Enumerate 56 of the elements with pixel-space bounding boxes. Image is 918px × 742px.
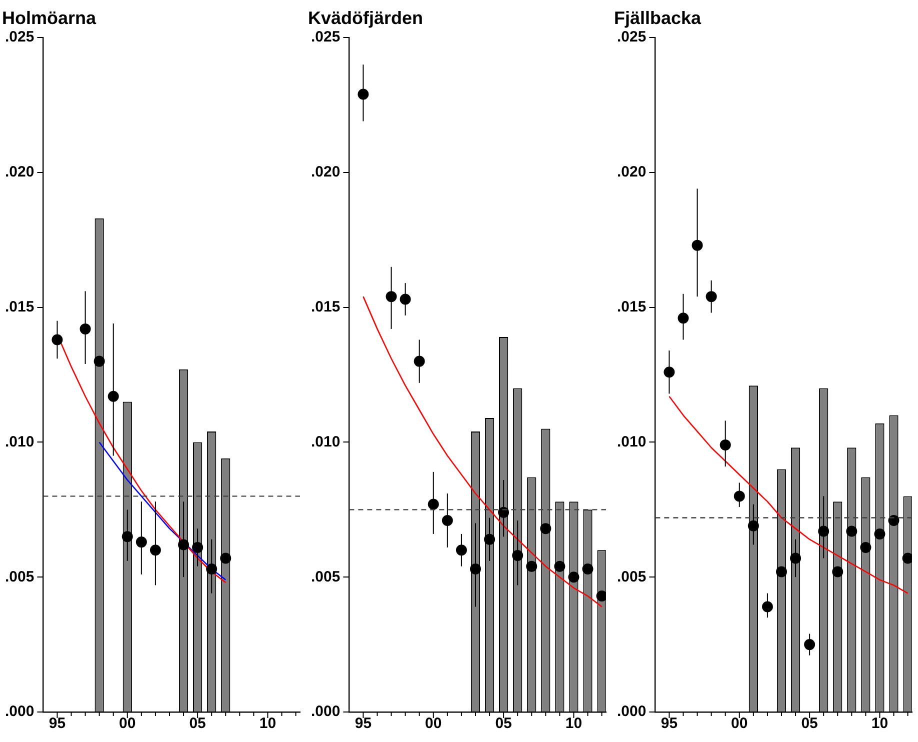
point bbox=[94, 356, 105, 367]
y-tick-label: .005 bbox=[310, 568, 340, 586]
point bbox=[568, 572, 580, 583]
point bbox=[526, 560, 538, 572]
y-tick-label: .020 bbox=[4, 164, 34, 181]
y-tick-label: .015 bbox=[616, 298, 646, 316]
chart-title: Holmöarna bbox=[2, 8, 98, 28]
point bbox=[874, 528, 886, 540]
y-tick-label: .000 bbox=[616, 703, 646, 720]
y-tick-label: .025 bbox=[616, 28, 646, 46]
x-tick-label: 00 bbox=[119, 715, 136, 732]
x-tick-label: 10 bbox=[565, 715, 582, 732]
point bbox=[846, 526, 858, 537]
point bbox=[484, 534, 496, 545]
y-tick-label: .010 bbox=[4, 433, 34, 450]
y-tick-label: .025 bbox=[4, 28, 34, 46]
chart-title: Kvädöfjärden bbox=[308, 8, 424, 28]
point bbox=[888, 514, 900, 526]
point bbox=[582, 564, 594, 575]
y-tick-label: .025 bbox=[310, 28, 340, 46]
point bbox=[554, 560, 566, 572]
point bbox=[804, 639, 816, 650]
y-tick-label: .005 bbox=[4, 568, 34, 586]
y-tick-label: .000 bbox=[4, 703, 34, 720]
point bbox=[442, 514, 453, 526]
point bbox=[902, 552, 912, 564]
x-tick-label: 00 bbox=[731, 715, 748, 732]
x-tick-label: 05 bbox=[189, 715, 206, 732]
x-tick-label: 95 bbox=[354, 715, 372, 732]
y-tick-label: .020 bbox=[616, 164, 646, 181]
y-tick-label: .015 bbox=[310, 298, 340, 316]
x-tick-label: 10 bbox=[259, 715, 276, 732]
y-tick-label: .010 bbox=[616, 433, 646, 450]
x-tick-label: 00 bbox=[425, 715, 442, 732]
y-tick-label: .020 bbox=[310, 164, 340, 181]
x-tick-label: 05 bbox=[801, 715, 818, 732]
y-tick-label: .015 bbox=[4, 298, 34, 316]
point bbox=[832, 566, 844, 578]
y-tick-label: .005 bbox=[616, 568, 646, 586]
point bbox=[206, 564, 218, 575]
point bbox=[540, 523, 552, 534]
point bbox=[860, 542, 872, 553]
x-tick-label: 95 bbox=[48, 715, 66, 732]
x-tick-label: 95 bbox=[660, 715, 678, 732]
y-tick-label: .010 bbox=[310, 433, 340, 450]
chart-title: Fjällbacka bbox=[614, 8, 702, 28]
point bbox=[512, 550, 524, 562]
point bbox=[220, 552, 232, 564]
x-tick-label: 05 bbox=[495, 715, 512, 732]
point bbox=[192, 542, 204, 553]
x-tick-label: 10 bbox=[871, 715, 888, 732]
point bbox=[596, 590, 606, 602]
y-tick-label: .000 bbox=[310, 703, 340, 720]
point bbox=[136, 536, 147, 548]
point bbox=[776, 566, 787, 578]
point bbox=[108, 390, 119, 402]
